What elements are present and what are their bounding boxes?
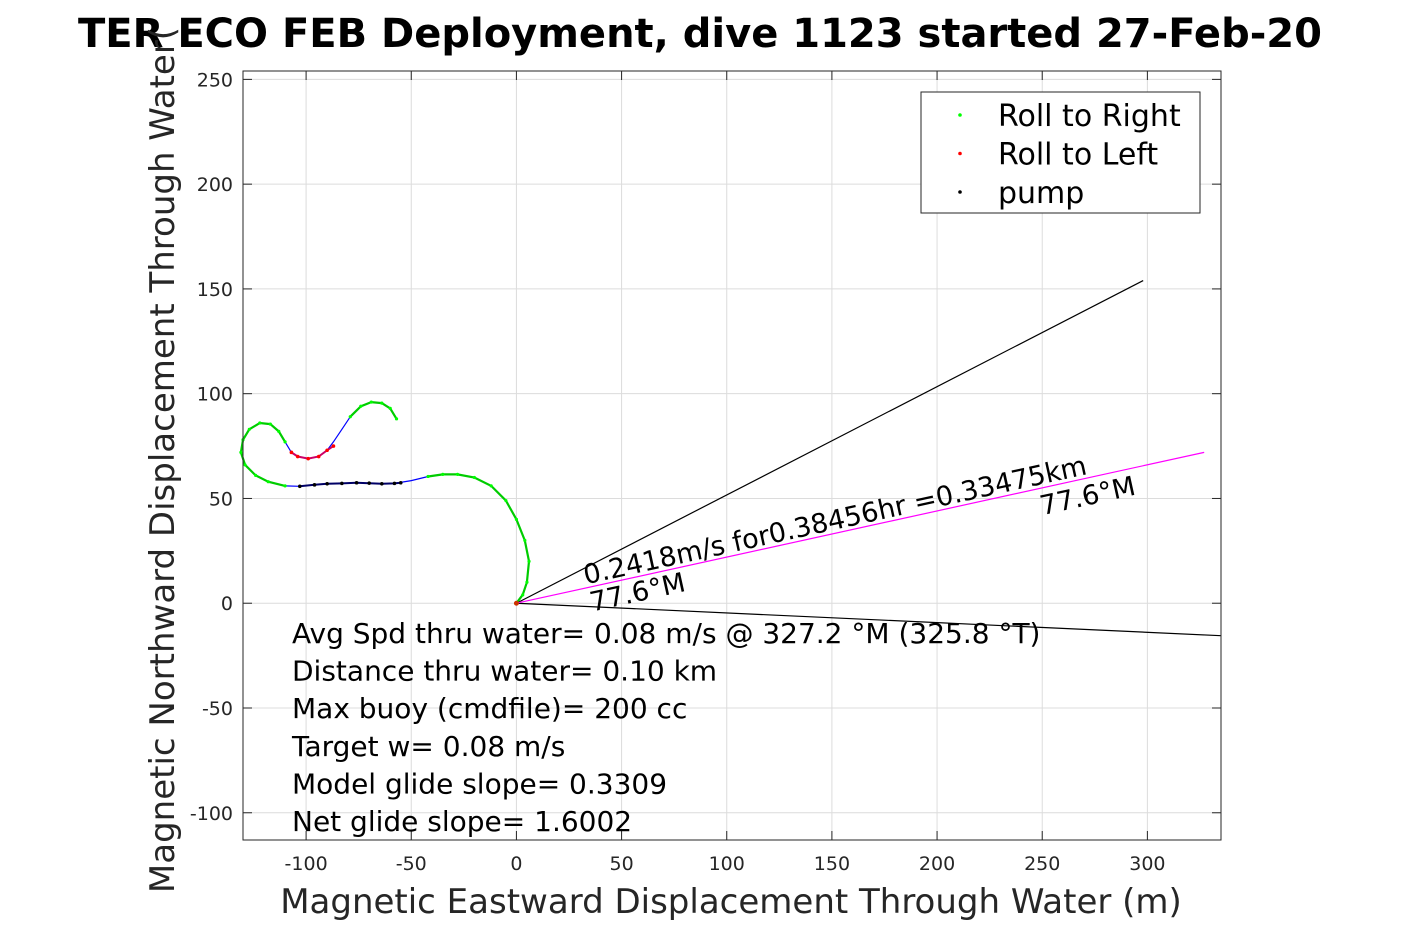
roll-right-point <box>266 480 270 484</box>
chart-title: TER ECO FEB Deployment, dive 1123 starte… <box>78 11 1322 57</box>
pump-point <box>367 481 371 485</box>
roll-left-point <box>331 444 336 448</box>
roll-right-point <box>277 429 281 434</box>
x-tick-label: 150 <box>814 853 850 875</box>
y-axis-label: Magnetic Northward Displacement Through … <box>143 27 183 893</box>
roll-left-point <box>295 454 300 459</box>
roll-right-segment <box>349 400 398 420</box>
pump-point <box>398 480 403 485</box>
roll-left-point <box>289 450 294 455</box>
pump-point <box>354 480 359 485</box>
roll-right-point <box>455 472 460 476</box>
track-markers <box>239 400 531 606</box>
x-tick-label: 100 <box>709 853 745 875</box>
roll-right-point <box>254 473 258 478</box>
roll-right-point <box>527 559 531 563</box>
roll-right-point <box>283 440 287 444</box>
stats-line: Target w= 0.08 m/s <box>291 730 565 763</box>
roll-right-point <box>504 498 508 503</box>
roll-right-point <box>243 463 247 467</box>
tick-marks <box>243 71 1221 840</box>
stats-line: Distance thru water= 0.10 km <box>292 655 717 688</box>
origin-point <box>513 600 519 606</box>
stats-annotations: Avg Spd thru water= 0.08 m/s @ 327.2 °M … <box>291 617 1040 838</box>
roll-right-point <box>239 450 243 454</box>
legend-marker <box>958 151 962 156</box>
x-tick-label: -100 <box>285 853 328 875</box>
y-tick-label: 100 <box>197 384 233 406</box>
pump-point <box>325 481 329 486</box>
tick-labels: -100 -50 0 50 100 150 200 250 300 -100 -50 0 50 100 15… <box>190 69 1166 875</box>
roll-right-point <box>369 400 373 404</box>
roll-right-point <box>388 406 392 410</box>
stats-line: Model glide slope= 0.3309 <box>292 767 667 800</box>
roll-right-point <box>441 472 445 476</box>
reference-lines <box>516 280 1222 637</box>
legend-marker <box>958 113 962 117</box>
roll-right-point <box>426 474 430 479</box>
roll-right-point <box>489 484 493 488</box>
x-tick-label: -50 <box>396 853 427 875</box>
plot-border <box>242 70 1222 841</box>
roll-left-point <box>306 456 311 461</box>
roll-right-point <box>525 580 529 584</box>
x-tick-label: 50 <box>609 853 633 875</box>
roll-right-point <box>523 538 527 542</box>
roll-right-point <box>247 427 251 431</box>
x-tick-label: 0 <box>510 853 522 875</box>
roll-left-point <box>316 454 321 459</box>
pump-point <box>297 484 302 489</box>
roll-left-point <box>325 448 329 453</box>
x-tick-label: 300 <box>1129 853 1165 875</box>
roll-right-point <box>472 475 476 480</box>
y-tick-label: 250 <box>197 69 233 91</box>
roll-right-point <box>268 422 272 426</box>
roll-right-point <box>258 421 262 425</box>
y-tick-label: 50 <box>209 488 233 510</box>
roll-right-point <box>348 415 352 419</box>
y-tick-label: 200 <box>197 174 233 196</box>
y-tick-label: -50 <box>202 698 233 720</box>
stats-line: Max buoy (cmdfile)= 200 cc <box>292 692 687 725</box>
x-axis-label: Magnetic Eastward Displacement Through W… <box>280 882 1182 922</box>
stats-line: Avg Spd thru water= 0.08 m/s @ 327.2 °M … <box>292 617 1040 650</box>
pump-point <box>312 483 317 487</box>
y-tick-label: -100 <box>190 803 233 825</box>
reference-line <box>516 280 1144 604</box>
roll-right-point <box>380 401 384 405</box>
legend-box <box>920 91 1201 214</box>
pump-point <box>340 481 344 486</box>
roll-right-segment <box>427 473 531 604</box>
pump-point <box>392 481 397 486</box>
roll-right-point <box>521 593 525 597</box>
legend-marker <box>958 190 962 194</box>
x-tick-label: 250 <box>1024 853 1060 875</box>
legend-label: Roll to Left <box>998 138 1158 173</box>
y-tick-label: 0 <box>221 593 233 615</box>
x-tick-label: 200 <box>919 853 955 875</box>
stats-line: Net glide slope= 1.6002 <box>292 805 632 838</box>
reference-line <box>516 602 1222 637</box>
reference-line <box>516 451 1205 604</box>
legend-label: pump <box>998 176 1084 211</box>
y-tick-label: 150 <box>197 279 233 301</box>
roll-right-point <box>359 404 363 408</box>
roll-right-point <box>514 517 519 522</box>
roll-right-point <box>283 484 287 488</box>
pump-point <box>380 481 384 486</box>
legend-label: Roll to Right <box>998 99 1181 134</box>
roll-right-point <box>394 417 399 421</box>
